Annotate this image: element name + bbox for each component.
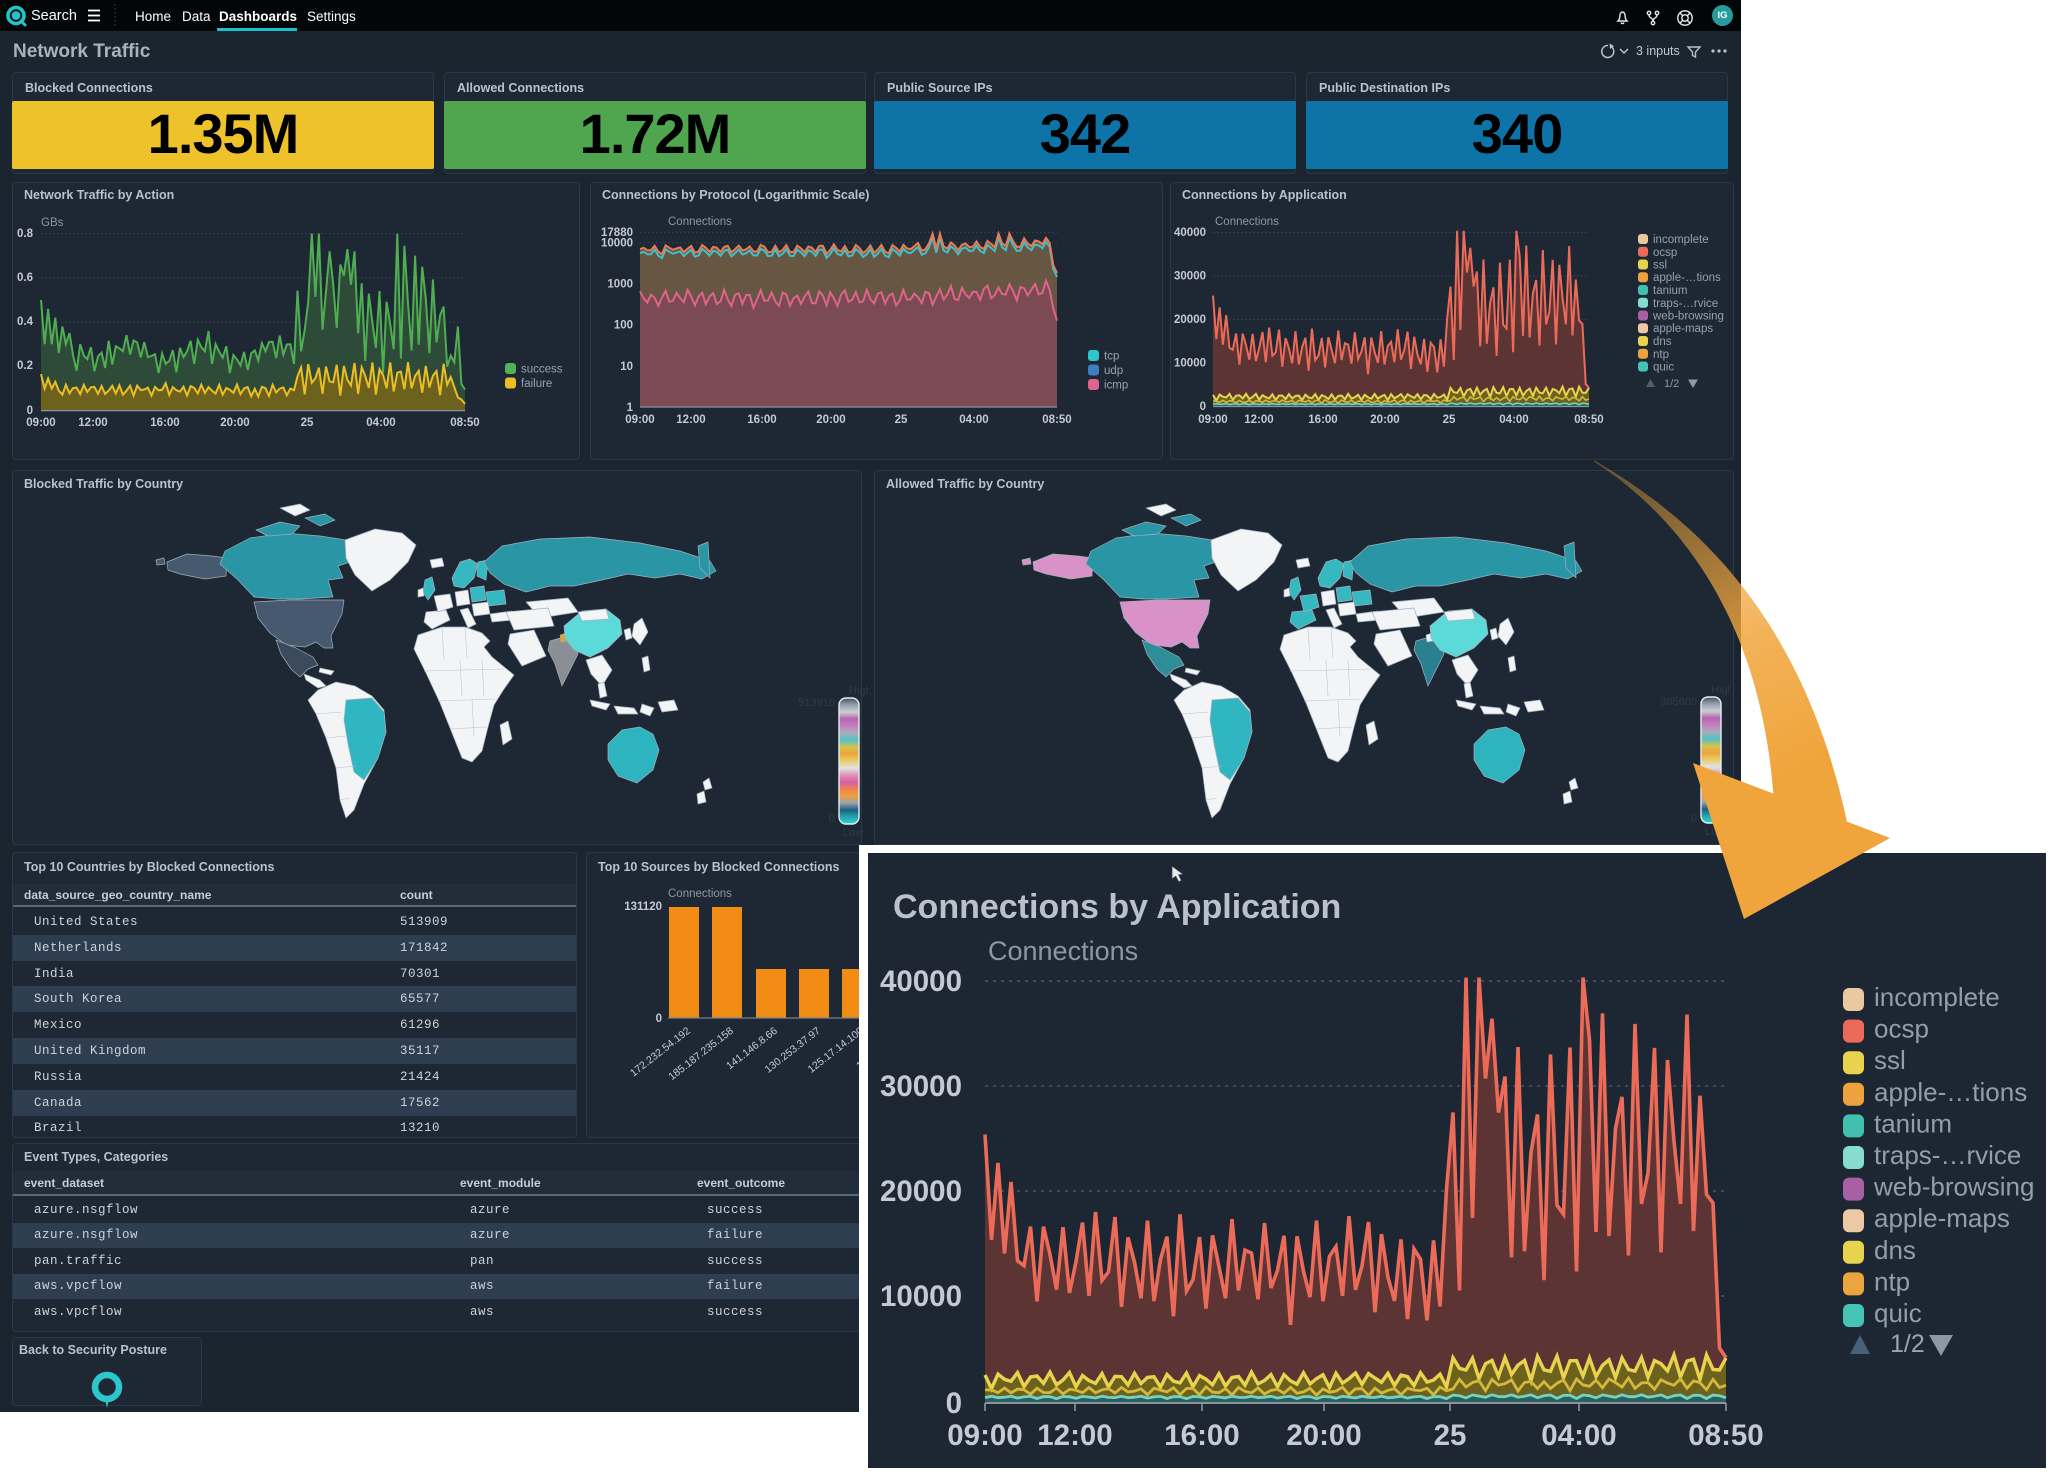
svg-text:Connections: Connections (988, 936, 1138, 966)
svg-text:tcp: tcp (1104, 351, 1119, 363)
svg-text:ocsp: ocsp (1653, 247, 1677, 259)
svg-text:30000: 30000 (1174, 271, 1206, 283)
svg-text:40000: 40000 (1174, 227, 1206, 239)
svg-text:ssl: ssl (1653, 260, 1667, 272)
svg-text:09:00: 09:00 (26, 417, 55, 429)
svg-text:incomplete: incomplete (1653, 234, 1709, 246)
svg-text:131120: 131120 (624, 901, 662, 913)
svg-text:09:00: 09:00 (947, 1419, 1022, 1452)
svg-text:failure: failure (521, 378, 552, 390)
svg-text:08:50: 08:50 (1688, 1419, 1763, 1452)
svg-text:20:00: 20:00 (816, 414, 845, 426)
svg-text:04:00: 04:00 (959, 414, 988, 426)
svg-text:Connections: Connections (668, 888, 732, 900)
svg-text:traps-…rvice: traps-…rvice (1874, 1140, 2021, 1170)
svg-text:ocsp: ocsp (1874, 1014, 1929, 1044)
svg-text:08:50: 08:50 (1574, 414, 1603, 426)
svg-text:25: 25 (1434, 1419, 1467, 1452)
svg-text:20000: 20000 (1174, 314, 1206, 326)
svg-text:0: 0 (829, 813, 835, 825)
svg-text:12:00: 12:00 (676, 414, 705, 426)
svg-text:0: 0 (1691, 812, 1697, 824)
svg-text:12:00: 12:00 (1244, 414, 1273, 426)
svg-text:Connections: Connections (1215, 216, 1279, 228)
svg-text:Connections: Connections (668, 216, 732, 228)
svg-text:08:50: 08:50 (1042, 414, 1071, 426)
svg-text:Low: Low (1705, 826, 1725, 838)
svg-text:25: 25 (301, 417, 314, 429)
svg-text:tanium: tanium (1874, 1108, 1952, 1138)
svg-text:09:00: 09:00 (625, 414, 654, 426)
svg-text:ssl: ssl (1874, 1045, 1906, 1075)
svg-text:0.2: 0.2 (17, 360, 33, 372)
svg-text:25: 25 (1443, 414, 1456, 426)
svg-text:ntp: ntp (1653, 349, 1669, 361)
svg-text:web-browsing: web-browsing (1652, 311, 1724, 323)
svg-text:16:00: 16:00 (1308, 414, 1337, 426)
svg-text:09:00: 09:00 (1198, 414, 1227, 426)
svg-text:10000: 10000 (601, 238, 633, 250)
svg-text:High: High (849, 685, 869, 697)
svg-text:apple-maps: apple-maps (1653, 323, 1713, 335)
svg-text:25: 25 (895, 414, 908, 426)
svg-text:0: 0 (656, 1013, 662, 1025)
svg-text:04:00: 04:00 (1499, 414, 1528, 426)
svg-text:10000: 10000 (1174, 358, 1206, 370)
svg-text:20:00: 20:00 (1370, 414, 1399, 426)
svg-text:success: success (521, 364, 563, 376)
svg-text:20:00: 20:00 (1286, 1419, 1361, 1452)
svg-text:web-browsing: web-browsing (1873, 1172, 2034, 1202)
svg-text:0.4: 0.4 (17, 316, 34, 328)
svg-text:08:50: 08:50 (450, 417, 479, 429)
svg-text:quic: quic (1874, 1298, 1922, 1328)
svg-text:0: 0 (27, 405, 33, 417)
svg-text:985600: 985600 (1661, 696, 1697, 708)
svg-text:20000: 20000 (880, 1175, 962, 1208)
svg-text:icmp: icmp (1104, 380, 1128, 392)
svg-text:dns: dns (1653, 336, 1672, 348)
svg-text:apple-…tions: apple-…tions (1653, 272, 1721, 284)
svg-text:High: High (1711, 684, 1731, 696)
svg-text:04:00: 04:00 (366, 417, 395, 429)
svg-text:1000: 1000 (607, 279, 633, 291)
svg-text:30000: 30000 (880, 1070, 962, 1103)
svg-text:513910: 513910 (799, 697, 835, 709)
svg-text:16:00: 16:00 (747, 414, 776, 426)
svg-text:16:00: 16:00 (1164, 1419, 1239, 1452)
svg-text:1: 1 (627, 402, 634, 414)
svg-text:Low: Low (843, 827, 863, 839)
svg-text:0.8: 0.8 (17, 228, 34, 240)
svg-text:12:00: 12:00 (1037, 1419, 1112, 1452)
svg-text:16:00: 16:00 (150, 417, 179, 429)
svg-text:udp: udp (1104, 365, 1123, 377)
svg-text:dns: dns (1874, 1235, 1916, 1265)
svg-text:10000: 10000 (880, 1280, 962, 1313)
svg-text:40000: 40000 (880, 965, 962, 998)
svg-text:04:00: 04:00 (1541, 1419, 1616, 1452)
svg-text:12:00: 12:00 (78, 417, 107, 429)
svg-text:apple-…tions: apple-…tions (1874, 1077, 2027, 1107)
svg-text:10: 10 (620, 361, 633, 373)
svg-text:0: 0 (946, 1387, 962, 1420)
svg-text:100: 100 (614, 320, 633, 332)
svg-text:0: 0 (1200, 401, 1206, 413)
svg-text:17880: 17880 (601, 227, 633, 239)
svg-text:0.6: 0.6 (17, 272, 33, 284)
svg-text:apple-maps: apple-maps (1874, 1203, 2010, 1233)
svg-text:1/2: 1/2 (1664, 378, 1679, 390)
svg-text:GBs: GBs (41, 217, 64, 229)
svg-text:incomplete: incomplete (1874, 982, 2000, 1012)
svg-text:traps-…rvice: traps-…rvice (1653, 298, 1718, 310)
svg-text:1/2: 1/2 (1890, 1330, 1925, 1358)
svg-text:ntp: ntp (1874, 1266, 1910, 1296)
svg-text:quic: quic (1653, 362, 1674, 374)
svg-text:20:00: 20:00 (220, 417, 249, 429)
svg-text:tanium: tanium (1653, 285, 1688, 297)
